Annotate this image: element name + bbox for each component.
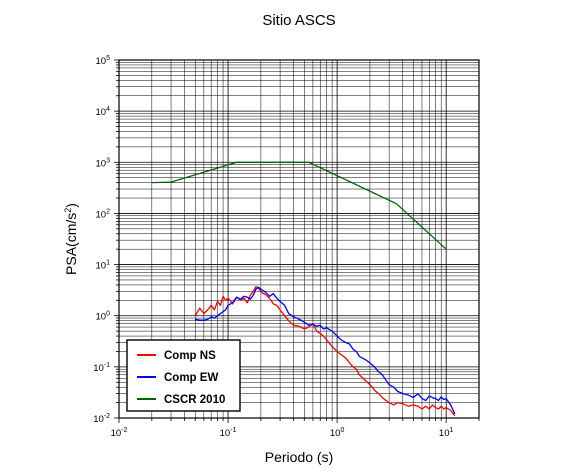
y-tick-label: 102: [96, 208, 111, 220]
tick-label-base: 10: [96, 107, 107, 118]
x-tick-label: 10-1: [220, 427, 237, 439]
y-axis-label: PSA(cm/s2): [63, 203, 79, 275]
tick-label-exponent: 0: [340, 427, 344, 434]
tick-label-base: 10: [111, 428, 122, 439]
y-tick-label: 101: [96, 260, 111, 272]
tick-label-base: 10: [439, 428, 450, 439]
series-line-1: [195, 286, 456, 415]
tick-label-base: 10: [96, 312, 107, 323]
series-group: [151, 161, 456, 417]
y-tick-label: 10-1: [93, 362, 110, 374]
tick-label-exponent: -2: [104, 413, 110, 420]
tick-label-base: 10: [96, 158, 107, 169]
tick-label-base: 10: [220, 428, 231, 439]
tick-label-exponent: 3: [106, 157, 110, 164]
y-tick-label: 105: [96, 55, 111, 67]
tick-label-base: 10: [93, 363, 104, 374]
tick-label-exponent: 4: [106, 106, 110, 113]
x-axis-label: Periodo (s): [265, 449, 333, 465]
y-axis-label-close: ): [63, 203, 79, 208]
x-tick-label: 100: [330, 427, 345, 439]
legend-label: Comp NS: [164, 350, 216, 362]
tick-label-exponent: 0: [106, 311, 110, 318]
legend-items: Comp NS Comp EW CSCR 2010: [137, 350, 225, 406]
legend-label: CSCR 2010: [164, 394, 225, 406]
y-tick-label: 10-2: [93, 413, 110, 425]
tick-label-exponent: -2: [121, 427, 127, 434]
tick-label-base: 10: [96, 56, 107, 67]
y-tick-label: 104: [96, 106, 111, 118]
chart-title: Sitio ASCS: [262, 12, 335, 29]
legend: Comp NS Comp EW CSCR 2010: [126, 339, 241, 412]
tick-label-exponent: -1: [104, 362, 110, 369]
plot-frame: [118, 59, 480, 419]
y-axis-label-sup: 2: [63, 208, 73, 213]
tick-label-exponent: 5: [106, 55, 110, 62]
y-tick-label: 100: [96, 311, 111, 323]
tick-label-exponent: -1: [230, 427, 236, 434]
tick-label-base: 10: [330, 428, 341, 439]
legend-label: Comp EW: [164, 372, 218, 384]
tick-label-base: 10: [96, 209, 107, 220]
series-line-2: [151, 161, 447, 250]
x-tick-label: 101: [439, 427, 454, 439]
tick-label-base: 10: [93, 414, 104, 425]
tick-label-exponent: 1: [450, 427, 454, 434]
tick-label-base: 10: [96, 261, 107, 272]
tick-label-exponent: 1: [106, 260, 110, 267]
tick-label-exponent: 2: [106, 208, 110, 215]
axis-ticks: [114, 59, 480, 423]
y-tick-label: 103: [96, 157, 111, 169]
x-tick-label: 10-2: [111, 427, 128, 439]
y-axis-label-main: PSA(cm/s: [63, 213, 79, 275]
